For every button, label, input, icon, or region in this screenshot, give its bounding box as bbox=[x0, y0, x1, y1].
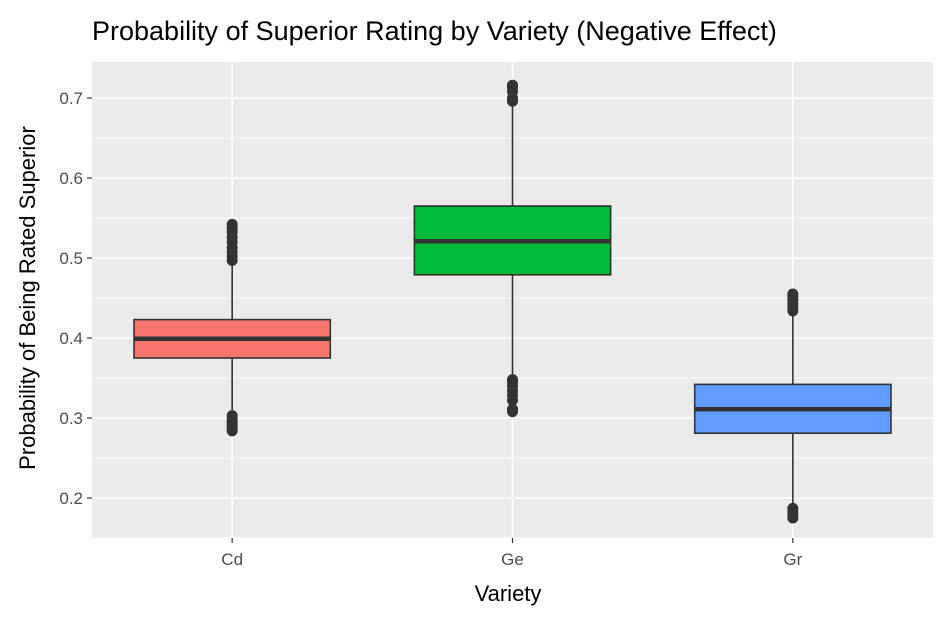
outlier-point bbox=[507, 403, 518, 415]
outlier-point bbox=[787, 288, 799, 300]
box-Cd bbox=[133, 218, 332, 437]
boxes-layer bbox=[133, 79, 892, 524]
x-axis: Cd Ge Gr bbox=[221, 538, 803, 569]
y-tick-label-3: 0.5 bbox=[59, 249, 83, 268]
outlier-point bbox=[226, 410, 238, 422]
outlier-point bbox=[226, 218, 238, 230]
y-tick-label-2: 0.4 bbox=[59, 329, 83, 348]
y-tick-label-5: 0.7 bbox=[59, 89, 83, 108]
y-axis-title: Probability of Being Rated Superior bbox=[15, 126, 40, 470]
outlier-point bbox=[787, 502, 799, 514]
outlier-point bbox=[507, 374, 518, 386]
chart-title: Probability of Superior Rating by Variet… bbox=[92, 16, 777, 46]
y-axis: 0.2 0.3 0.4 0.5 0.6 0.7 bbox=[59, 89, 92, 508]
box-Ge bbox=[413, 79, 612, 418]
outlier-point bbox=[507, 79, 518, 91]
y-tick-label-4: 0.6 bbox=[59, 169, 83, 188]
y-tick-label-0: 0.2 bbox=[59, 489, 83, 508]
x-axis-title: Variety bbox=[475, 581, 542, 606]
box-Gr bbox=[693, 288, 892, 524]
x-tick-label-2: Gr bbox=[783, 550, 802, 569]
y-tick-label-1: 0.3 bbox=[59, 409, 83, 428]
x-tick-label-0: Cd bbox=[221, 550, 243, 569]
x-tick-label-1: Ge bbox=[501, 550, 524, 569]
